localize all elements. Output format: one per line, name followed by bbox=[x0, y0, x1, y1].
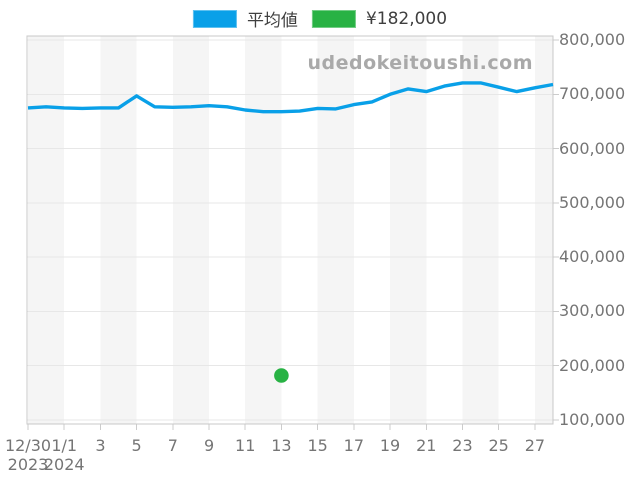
y-tick-label: 600,000 bbox=[559, 138, 626, 158]
chart-legend: 平均値 ¥182,000 bbox=[192, 6, 448, 31]
y-tick-label: 200,000 bbox=[559, 355, 626, 375]
x-tick-label: 27 bbox=[524, 436, 546, 455]
background-band bbox=[462, 36, 499, 424]
x-tick-sublabel: 2024 bbox=[43, 455, 85, 474]
x-tick-label: 17 bbox=[343, 436, 365, 455]
x-tick-label: 3 bbox=[95, 436, 106, 455]
x-tick-label: 13 bbox=[271, 436, 292, 455]
x-tick-label: 15 bbox=[307, 436, 328, 455]
x-tick-sublabel: 2023 bbox=[7, 455, 49, 474]
x-tick-label: 21 bbox=[416, 436, 437, 455]
average-price-line bbox=[27, 81, 554, 114]
x-tick-label: 11 bbox=[235, 436, 256, 455]
x-tick-label: 12/30 bbox=[4, 436, 52, 455]
x-tick-label: 5 bbox=[131, 436, 142, 455]
y-tick-label: 800,000 bbox=[559, 30, 626, 49]
background-band bbox=[172, 36, 210, 424]
legend-label-price: ¥182,000 bbox=[365, 8, 448, 29]
y-tick-label: 400,000 bbox=[559, 247, 626, 267]
x-tick-label: 23 bbox=[452, 436, 473, 455]
x-tick-label: 1/1 bbox=[51, 436, 78, 455]
background-band bbox=[534, 36, 553, 424]
y-tick-label: 100,000 bbox=[559, 410, 626, 429]
watermark: udedokeitoushi.com bbox=[307, 52, 533, 74]
legend-label-average: 平均値 bbox=[246, 11, 298, 31]
y-tick-label: 300,000 bbox=[559, 301, 626, 321]
price-point-dot bbox=[274, 368, 289, 383]
legend-item-price: ¥182,000 bbox=[311, 8, 448, 29]
x-tick-label: 9 bbox=[203, 436, 215, 455]
x-tick-label: 25 bbox=[488, 436, 509, 455]
x-tick-label: 19 bbox=[379, 436, 401, 455]
legend-item-average: 平均値 bbox=[192, 6, 298, 31]
background-band bbox=[390, 36, 427, 424]
legend-swatch-average-icon bbox=[192, 9, 237, 28]
background-band bbox=[317, 36, 354, 424]
legend-swatch-price-icon bbox=[311, 9, 356, 28]
x-tick-label: 7 bbox=[167, 436, 178, 455]
background-band bbox=[245, 36, 282, 424]
plot-border bbox=[26, 35, 554, 425]
y-tick-label: 500,000 bbox=[559, 192, 626, 212]
y-tick-label: 700,000 bbox=[559, 84, 626, 104]
background-band bbox=[28, 36, 65, 424]
